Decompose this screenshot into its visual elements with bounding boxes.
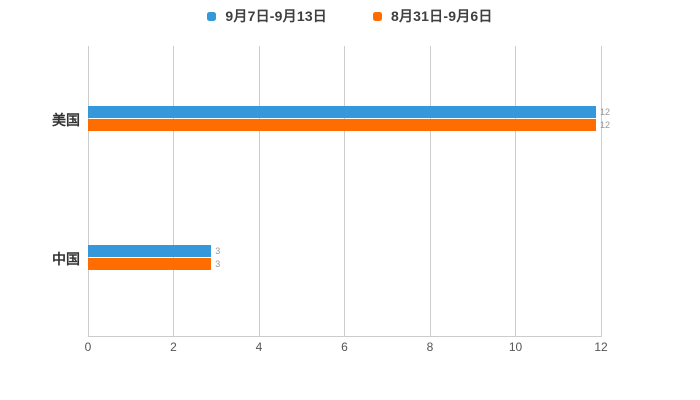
bar-value-label: 3 xyxy=(215,246,221,256)
bar-series0-中国 xyxy=(88,245,212,257)
x-axis-tick-label: 10 xyxy=(508,340,523,354)
legend-item-1[interactable]: 8月31日-9月6日 xyxy=(373,6,493,26)
gridline xyxy=(515,46,516,336)
legend-marker-icon xyxy=(207,11,217,21)
category-label: 美国 xyxy=(52,111,80,128)
bar-series1-美国 xyxy=(88,119,596,131)
x-axis-tick-label: 4 xyxy=(255,340,263,354)
gridline xyxy=(429,46,431,336)
x-axis-tick-label: 2 xyxy=(170,340,177,354)
x-axis-tick-label: 12 xyxy=(594,340,608,354)
legend-label: 8月31日-9月6日 xyxy=(391,8,493,24)
legend-item-0[interactable]: 9月7日-9月13日 xyxy=(207,6,327,26)
gridline xyxy=(258,46,260,336)
bar-value-label: 12 xyxy=(600,107,611,117)
bar-series0-美国 xyxy=(88,106,596,118)
bar-series1-中国 xyxy=(88,258,212,270)
x-axis-tick-label: 8 xyxy=(426,340,434,354)
gridline xyxy=(600,46,602,336)
x-axis-line xyxy=(88,336,602,337)
bar-value-label: 3 xyxy=(215,259,221,269)
category-label: 中国 xyxy=(52,250,80,267)
chart-legend: 9月7日-9月13日 8月31日-9月6日 xyxy=(0,5,700,27)
x-axis-tick-label: 0 xyxy=(84,340,92,354)
legend-marker-icon xyxy=(373,11,382,21)
gridline xyxy=(344,46,345,336)
gridline xyxy=(87,46,89,336)
gridline xyxy=(173,46,174,336)
bar-value-label: 12 xyxy=(600,120,611,130)
x-axis-tick-label: 6 xyxy=(341,340,348,354)
legend-label: 9月7日-9月13日 xyxy=(225,8,327,24)
